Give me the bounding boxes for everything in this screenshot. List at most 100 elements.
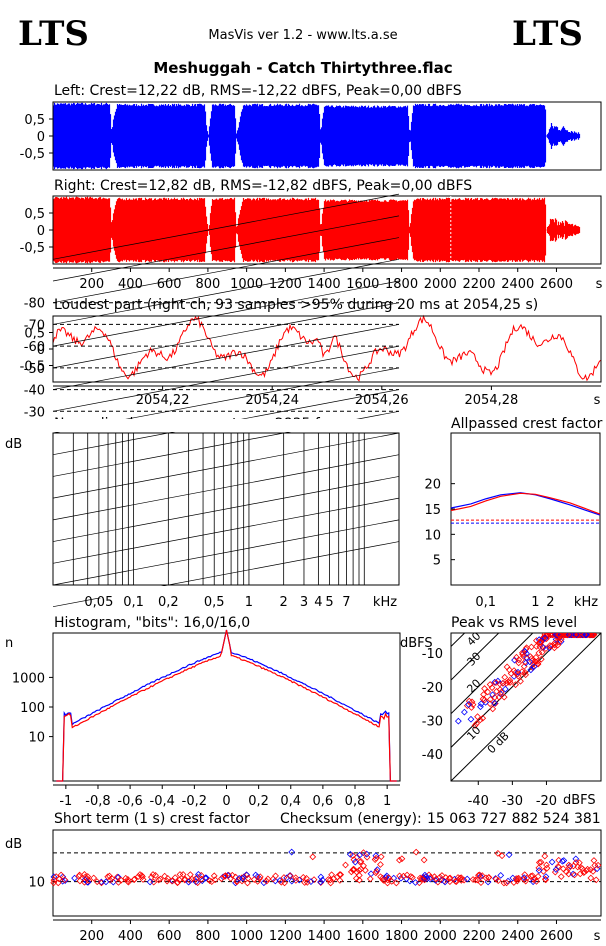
short-term-point (587, 866, 594, 874)
loudest-unit: s (594, 393, 601, 408)
loudest-ytick-label: 0 (37, 343, 45, 358)
peak-rms-point (489, 705, 497, 713)
spectrum-slope-line (52, 280, 400, 347)
short-term-point (108, 875, 116, 882)
spectrum-slope-line (52, 432, 400, 499)
short-term-point (412, 879, 419, 886)
short-term-point (299, 873, 307, 881)
histogram-right-curve (56, 629, 397, 782)
short-term-point (269, 875, 277, 883)
peak-rms-point (479, 714, 487, 722)
short-term-xtick-label: 1400 (308, 929, 341, 944)
peak-rms-point (581, 633, 588, 639)
short-term-point (419, 875, 427, 883)
time-axis-xtick-label: 800 (195, 277, 220, 292)
time-axis-xtick-label: 1000 (230, 277, 263, 292)
crest-xtick-label: 2 (546, 595, 554, 610)
peak-rms-point (519, 649, 526, 657)
spectrum-ytick-label: -60 (24, 340, 45, 355)
short-term-point (115, 878, 122, 886)
spectrum-xtick-label: 2 (280, 595, 288, 610)
short-term-point (164, 874, 172, 882)
short-term-point (469, 876, 477, 883)
short-term-point (557, 873, 565, 881)
checksum-label: Checksum (energy): (280, 811, 422, 827)
short-term-point (432, 875, 440, 883)
peak-rms-point (548, 642, 555, 650)
short-term-point (438, 872, 446, 879)
spectrum-slope-line (52, 258, 400, 325)
short-term-ytick-label: 10 (28, 876, 45, 891)
time-axis-xtick-label: 200 (79, 277, 104, 292)
peak-rms-point (554, 641, 562, 649)
spectrum-ytick-label: -70 (24, 318, 45, 333)
peak-rms-point (551, 644, 558, 652)
time-axis-xtick-label: 2200 (462, 277, 495, 292)
short-term-point (456, 874, 464, 882)
peak-rms-point (567, 633, 575, 639)
short-term-point (351, 858, 359, 866)
histogram-xtick-label: 0,4 (280, 794, 301, 809)
histogram-xtick-label: 0,6 (313, 794, 334, 809)
peak-rms-point (537, 655, 545, 663)
short-term-point (373, 866, 381, 874)
short-term-point (522, 877, 530, 885)
short-term-point (317, 878, 324, 886)
time-axis-unit: s (596, 277, 603, 292)
short-term-point (181, 875, 189, 883)
spectrum-ytick-label: -80 (24, 297, 45, 312)
short-term-point (554, 863, 562, 870)
short-term-point (52, 873, 60, 881)
short-term-point (552, 866, 560, 873)
short-term-point (271, 877, 279, 885)
peak-rms-xtick-label: -20 (536, 794, 557, 809)
peak-rms-point (491, 693, 499, 701)
logo-right: LTS (512, 14, 583, 54)
short-term-point (463, 875, 471, 883)
short-term-point (380, 877, 388, 884)
right-channel-title: Right: Crest=12,82 dB, RMS=-12,82 dBFS, … (54, 178, 472, 194)
short-term-point (366, 875, 374, 883)
left-channel-waveform (52, 102, 581, 170)
spectrum-mask (400, 431, 450, 587)
short-term-point (256, 873, 264, 881)
short-term-point (346, 850, 354, 858)
time-axis-xtick-label: 1800 (385, 277, 418, 292)
peak-rms-point (541, 634, 549, 642)
peak-rms-point (521, 648, 529, 655)
short-term-point (581, 868, 589, 876)
short-term-point (185, 878, 193, 886)
short-term-point (309, 853, 317, 861)
short-term-point (337, 871, 345, 879)
peak-rms-point (527, 666, 535, 674)
crest-unit: kHz (574, 595, 598, 610)
spectrum-ytick-label: -40 (24, 384, 45, 399)
histogram-xtick-label: -0,6 (117, 794, 142, 809)
short-term-point (497, 871, 505, 879)
short-term-point (543, 864, 551, 872)
peak-rms-point (536, 643, 544, 651)
histogram-ylabel: n (5, 636, 13, 651)
peak-rms-point (565, 633, 573, 639)
short-term-point (500, 879, 508, 887)
spectrum-mask-top (52, 419, 400, 432)
peak-rms-point (480, 691, 487, 698)
peak-rms-ylabel: dBFS (400, 636, 433, 651)
peak-rms-point (474, 713, 481, 721)
histogram-xtick-label: -0,8 (85, 794, 110, 809)
short-term-point (363, 850, 371, 858)
spectrum-slope-line (52, 215, 400, 282)
short-term-point (475, 871, 482, 879)
short-term-point (233, 877, 241, 885)
crest-ytick-label: 15 (424, 503, 441, 518)
peak-rms-point (543, 633, 551, 640)
time-axis-xtick-label: 2000 (424, 277, 457, 292)
short-term-point (61, 876, 69, 884)
peak-rms-point (477, 703, 484, 711)
histogram-ytick-label: 10 (28, 731, 45, 746)
spectrum-slope-line (52, 237, 400, 304)
peak-rms-point (537, 638, 545, 646)
short-term-point (136, 871, 144, 878)
peak-rms-point (499, 679, 507, 687)
spectrum-mask-bottom (52, 586, 400, 598)
